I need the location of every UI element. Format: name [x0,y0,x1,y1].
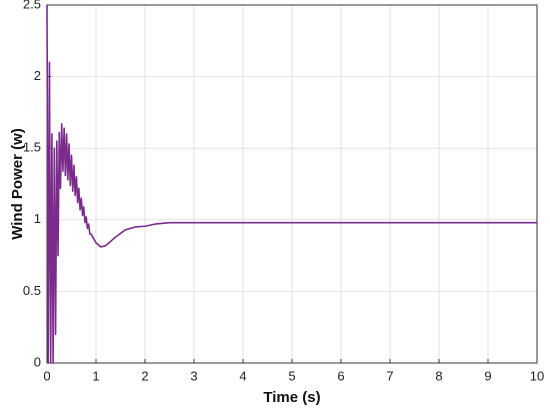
x-axis-label: Time (s) [263,389,320,406]
x-tick-label: 5 [288,368,295,383]
x-tick-label: 2 [141,368,148,383]
x-tick-label: 10 [530,368,544,383]
x-tick-label: 1 [92,368,99,383]
x-tick-label: 4 [239,368,246,383]
y-tick-label: 2.5 [23,0,41,11]
x-tick-label: 3 [190,368,197,383]
y-tick-label: 1 [34,211,41,226]
x-tick-label: 7 [386,368,393,383]
y-tick-label: 1.5 [23,140,41,155]
x-tick-label: 8 [435,368,442,383]
x-tick-label: 9 [484,368,491,383]
x-tick-label: 6 [337,368,344,383]
y-tick-label: 2 [34,68,41,83]
y-tick-label: 0 [34,354,41,369]
y-tick-label: 0.5 [23,283,41,298]
x-tick-label: 0 [43,368,50,383]
y-axis-label: Wind Power (w) [9,128,26,240]
data-line [46,4,537,364]
